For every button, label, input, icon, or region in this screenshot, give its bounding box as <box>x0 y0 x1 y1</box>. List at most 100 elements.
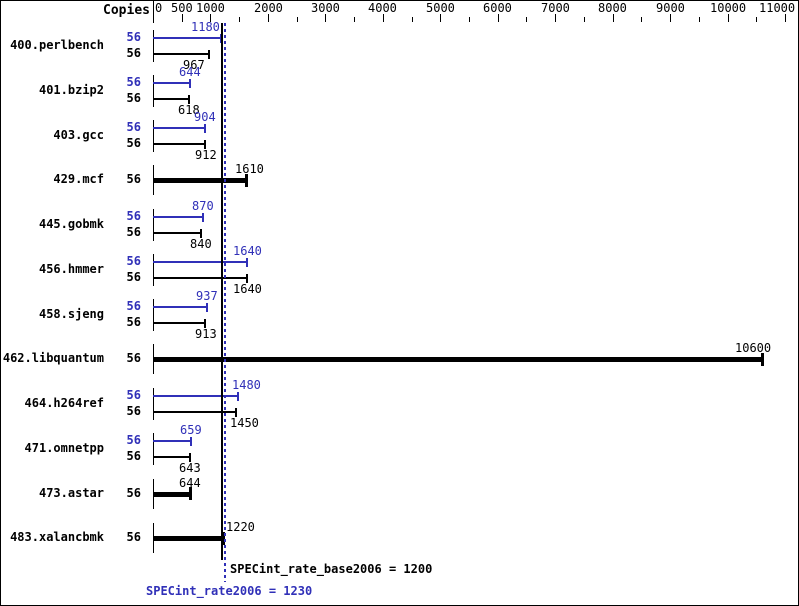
base-bar <box>153 456 190 458</box>
copies-column-header: Copies <box>103 3 150 18</box>
axis-minor-tick <box>469 17 470 22</box>
copies-value: 56 <box>126 433 141 447</box>
axis-origin-line <box>153 1 154 23</box>
peak-bar <box>153 82 190 84</box>
axis-major-tick <box>440 14 441 22</box>
copies-value: 56 <box>126 75 141 89</box>
bar-end-cap <box>204 319 206 328</box>
axis-tick-label: 2000 <box>254 1 283 15</box>
axis-minor-tick <box>756 17 757 22</box>
base-value-label: 967 <box>183 58 205 72</box>
bar-end-cap <box>202 213 204 222</box>
benchmark-label: 445.gobmk <box>38 217 104 231</box>
group-baseline <box>153 254 154 286</box>
base-value-label: 912 <box>195 148 217 162</box>
axis-minor-tick <box>239 17 240 22</box>
copies-value: 56 <box>126 136 141 150</box>
base-value-label: 643 <box>179 461 201 475</box>
peak-bar <box>153 306 207 308</box>
base-bar <box>153 98 189 100</box>
axis-tick-label: 11000 <box>759 1 796 15</box>
bar-end-cap <box>189 79 191 88</box>
axis-tick-label: 0 <box>155 1 163 15</box>
axis-major-tick <box>182 14 183 22</box>
peak-value-label: 644 <box>179 65 201 79</box>
peak-value-label: 659 <box>180 423 202 437</box>
peak-bar <box>153 216 203 218</box>
axis-minor-tick <box>584 17 585 22</box>
axis-tick-label: 1000 <box>196 1 225 15</box>
bar-end-cap <box>222 532 225 545</box>
copies-value: 56 <box>126 530 141 544</box>
single-bar <box>153 492 190 497</box>
base-summary-label: SPECint_rate_base2006 = 1200 <box>230 562 433 576</box>
axis-tick-label: 8000 <box>598 1 627 15</box>
benchmark-label: 473.astar <box>38 486 104 500</box>
bar-end-cap <box>188 95 190 104</box>
peak-value-label: 1640 <box>233 244 262 258</box>
bar-end-cap <box>235 408 237 417</box>
axis-major-tick <box>383 14 384 22</box>
copies-value: 56 <box>126 172 141 186</box>
bar-end-cap <box>206 303 208 312</box>
axis-tick-label: 5000 <box>426 1 455 15</box>
group-baseline <box>153 299 154 331</box>
copies-value: 56 <box>126 299 141 313</box>
single-bar <box>153 178 246 183</box>
benchmark-label: 456.hmmer <box>38 262 104 276</box>
axis-tick-label: 6000 <box>483 1 512 15</box>
benchmark-label: 483.xalancbmk <box>10 530 104 544</box>
base-bar <box>153 232 201 234</box>
base-value-label: 1450 <box>230 416 259 430</box>
peak-value-label: 904 <box>194 110 216 124</box>
copies-value: 56 <box>126 120 141 134</box>
peak-bar <box>153 395 238 397</box>
copies-value: 56 <box>126 209 141 223</box>
benchmark-label: 403.gcc <box>53 128 104 142</box>
bar-end-cap <box>245 174 248 187</box>
base-bar <box>153 277 247 279</box>
benchmark-label: 400.perlbench <box>10 38 104 52</box>
group-baseline <box>153 209 154 241</box>
bar-end-cap <box>246 258 248 267</box>
bar-end-cap <box>237 392 239 401</box>
axis-minor-tick <box>354 17 355 22</box>
bar-end-cap <box>761 353 764 366</box>
copies-value: 56 <box>126 486 141 500</box>
copies-value: 56 <box>126 254 141 268</box>
bar-end-cap <box>189 487 192 500</box>
bar-end-cap <box>190 437 192 446</box>
group-baseline <box>153 75 154 107</box>
axis-major-tick <box>785 14 786 22</box>
benchmark-label: 471.omnetpp <box>24 441 104 455</box>
single-bar <box>153 357 762 362</box>
axis-major-tick <box>268 14 269 22</box>
axis-major-tick <box>498 14 499 22</box>
copies-value: 56 <box>126 91 141 105</box>
base-value-label: 618 <box>178 103 200 117</box>
copies-value: 56 <box>126 351 141 365</box>
axis-tick-label: 7000 <box>541 1 570 15</box>
axis-major-tick <box>325 14 326 22</box>
peak-bar <box>153 37 221 39</box>
value-label: 644 <box>179 476 201 490</box>
axis-minor-tick <box>641 17 642 22</box>
bar-end-cap <box>204 140 206 149</box>
base-bar <box>153 322 205 324</box>
base-reference-line <box>221 23 223 560</box>
base-bar <box>153 143 205 145</box>
benchmark-label: 458.sjeng <box>38 307 104 321</box>
base-bar <box>153 53 209 55</box>
axis-tick-label: 3000 <box>311 1 340 15</box>
base-value-label: 913 <box>195 327 217 341</box>
bar-end-cap <box>246 274 248 283</box>
peak-reference-line <box>224 23 226 582</box>
benchmark-label: 464.h264ref <box>24 396 104 410</box>
bar-end-cap <box>200 229 202 238</box>
base-value-label: 840 <box>190 237 212 251</box>
axis-tick-label: 10000 <box>710 1 747 15</box>
axis-major-tick <box>728 14 729 22</box>
group-baseline <box>153 30 154 62</box>
axis-minor-tick <box>297 17 298 22</box>
copies-value: 56 <box>126 388 141 402</box>
